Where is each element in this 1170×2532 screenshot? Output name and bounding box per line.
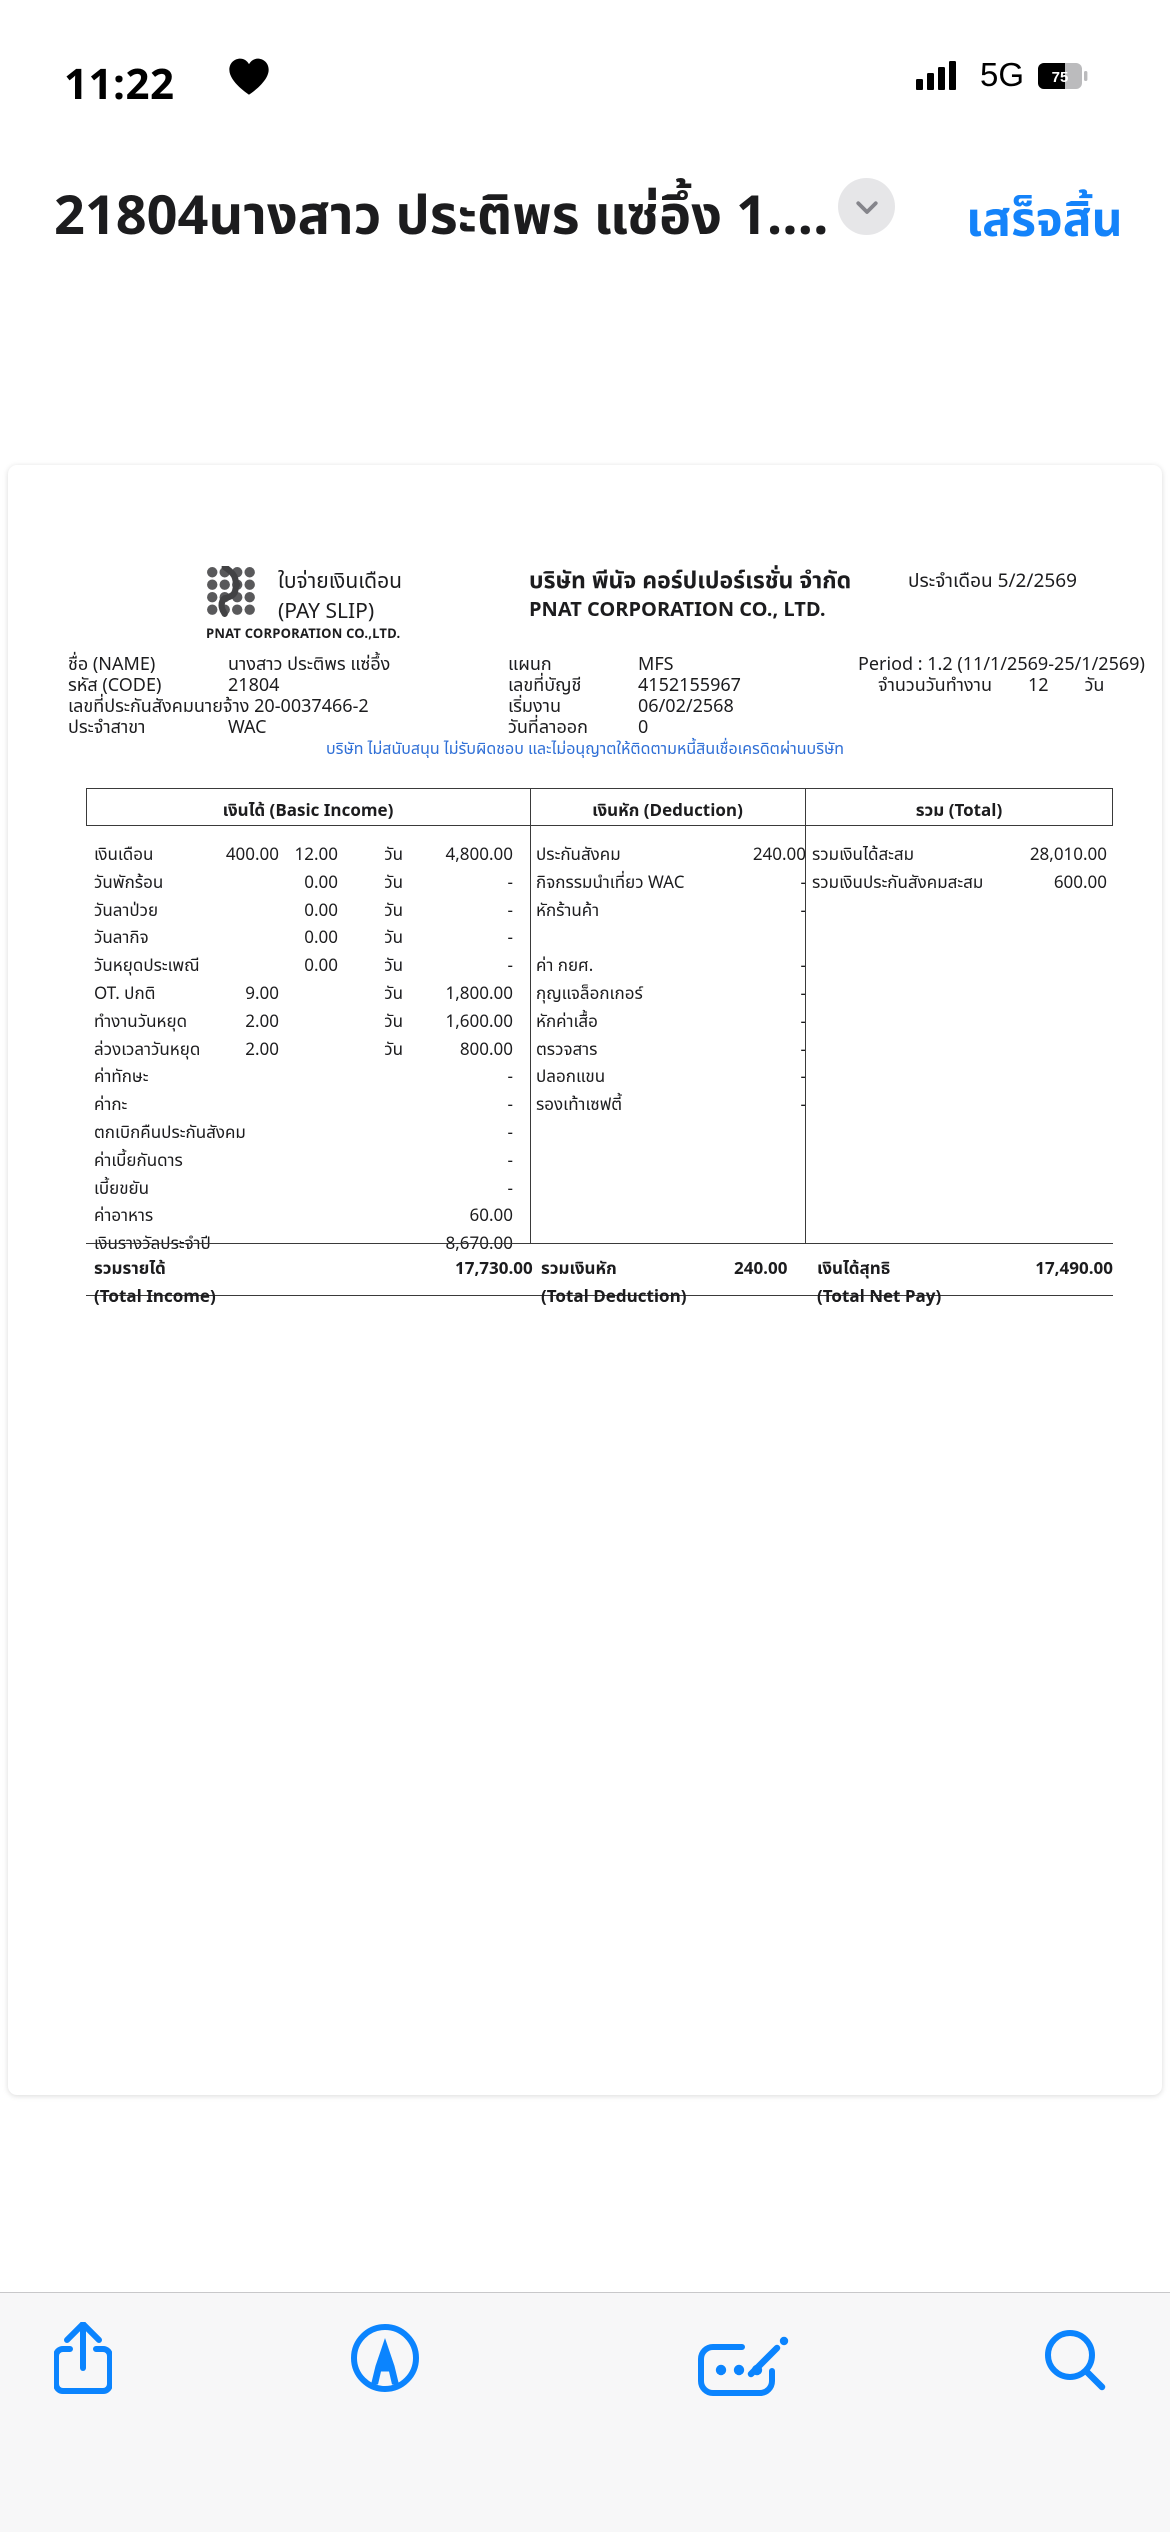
- svg-text:75: 75: [1052, 69, 1069, 86]
